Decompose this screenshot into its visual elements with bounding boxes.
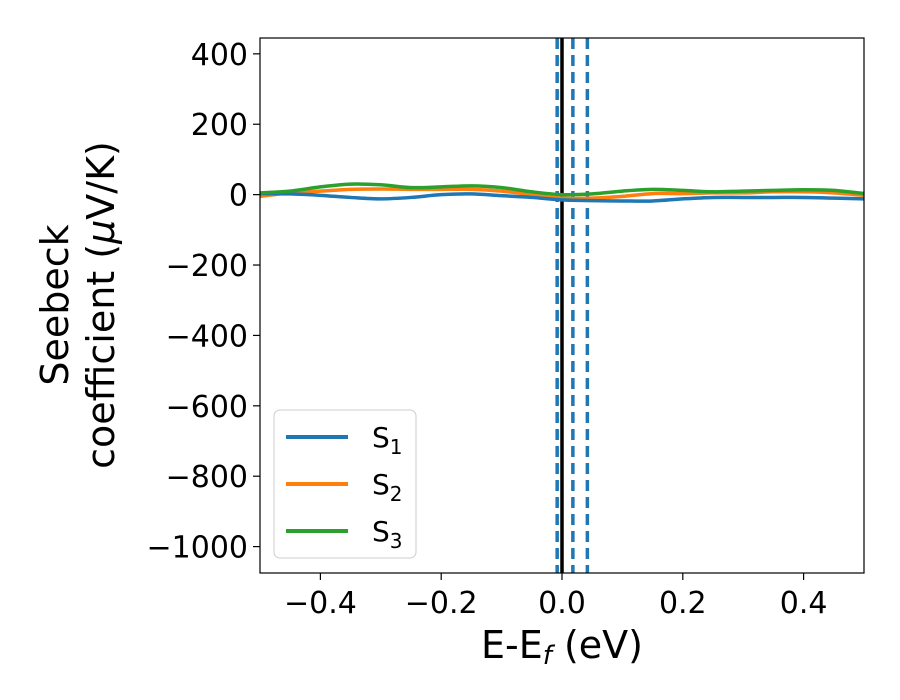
y-tick-label: −800 (166, 460, 248, 495)
y-axis-ticks: 400 200 0 −200 −400 −600 −800 −1000 (147, 38, 260, 566)
y-tick-label: −200 (166, 249, 248, 284)
x-axis-label: E-Ef (eV) (481, 623, 643, 671)
legend: S1 S2 S3 (273, 409, 417, 559)
y-tick-label: 0 (229, 179, 248, 214)
x-tick-label: 0.2 (659, 586, 707, 621)
y-tick-label: 200 (191, 108, 248, 143)
y-axis-label-line1: Seebeck (33, 224, 77, 385)
x-tick-label: −0.2 (405, 586, 478, 621)
y-axis-label-line2: coefficient (μV/K) (79, 141, 123, 469)
legend-label-s3: S3 (372, 515, 403, 553)
x-tick-label: 0.0 (538, 586, 586, 621)
y-tick-label: 400 (191, 38, 248, 73)
y-tick-label: −400 (166, 319, 248, 354)
x-axis-ticks: −0.4 −0.2 0.0 0.2 0.4 (284, 573, 827, 621)
series-lines (260, 182, 864, 203)
y-tick-label: −1000 (147, 531, 248, 566)
reference-lines (555, 38, 590, 573)
series-line-s1 (260, 191, 864, 203)
x-tick-label: −0.4 (284, 586, 357, 621)
x-tick-label: 0.4 (780, 586, 828, 621)
y-tick-label: −600 (166, 390, 248, 425)
legend-label-s2: S2 (372, 468, 403, 506)
series-line-s3 (260, 182, 864, 197)
legend-label-s1: S1 (372, 421, 403, 459)
